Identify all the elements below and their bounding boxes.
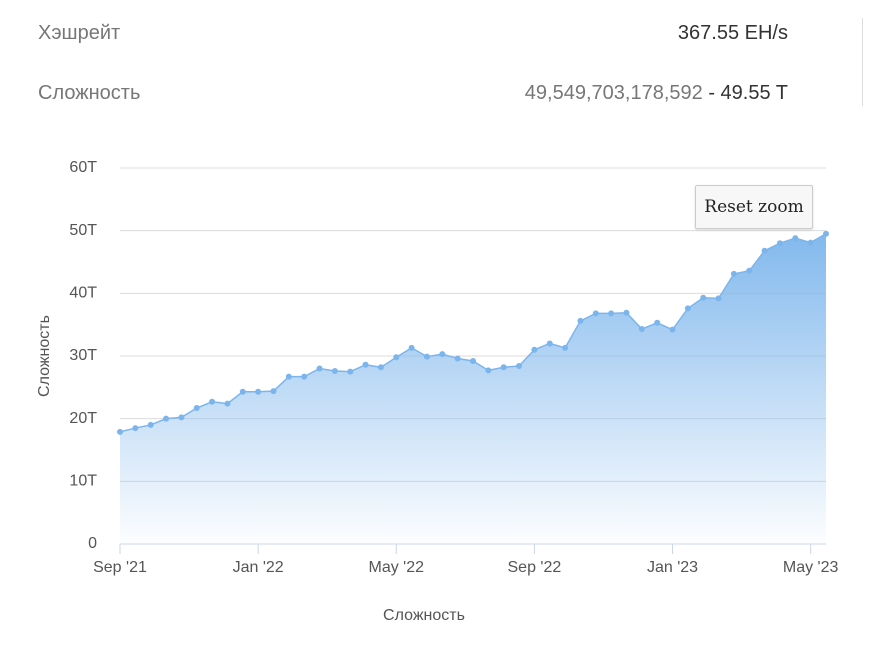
data-point <box>178 414 185 421</box>
stat-label: Сложность <box>38 82 141 104</box>
data-point <box>807 239 814 246</box>
stat-row: Сложность 49,549,703,178,592 - 49.55 T <box>38 82 788 105</box>
stat-value-wrap: 49,549,703,178,592 - 49.55 T <box>525 82 788 105</box>
data-point <box>516 363 523 370</box>
data-point <box>684 305 691 312</box>
stat-value: 367.55 EH/s <box>677 22 788 44</box>
data-point <box>485 367 492 374</box>
x-tick-label: Sep '22 <box>508 559 562 576</box>
data-point <box>347 368 354 375</box>
divider <box>862 18 863 106</box>
data-point <box>592 310 599 317</box>
data-point <box>608 310 615 317</box>
data-point <box>454 355 461 362</box>
data-point <box>470 358 476 365</box>
y-tick-label: 30T <box>69 347 97 364</box>
data-point <box>623 309 630 316</box>
data-point <box>776 240 783 247</box>
data-point <box>224 400 231 407</box>
data-point <box>193 405 200 412</box>
data-point <box>132 425 139 432</box>
y-tick-label: 20T <box>69 410 97 427</box>
x-axis-title: Сложность <box>383 607 465 624</box>
data-point <box>255 388 262 395</box>
data-point <box>239 388 246 395</box>
data-point <box>331 368 338 375</box>
data-point <box>285 373 292 380</box>
data-point <box>531 346 538 353</box>
data-point <box>700 294 707 301</box>
data-point <box>439 351 446 358</box>
data-point <box>823 230 829 237</box>
data-point <box>577 317 584 324</box>
data-point <box>209 398 216 405</box>
data-point <box>669 326 676 333</box>
data-point <box>500 364 507 371</box>
y-tick-label: 60T <box>69 159 97 176</box>
y-tick-label: 50T <box>69 222 97 239</box>
data-point <box>316 365 323 372</box>
data-point <box>163 415 170 422</box>
x-tick-label: May '22 <box>368 559 424 576</box>
data-point <box>746 267 753 274</box>
x-tick-label: Jan '22 <box>233 559 284 576</box>
y-tick-label: 40T <box>69 285 97 302</box>
x-tick-label: May '23 <box>783 559 839 576</box>
data-point <box>301 373 308 380</box>
y-axis-title: Сложность <box>36 315 53 397</box>
data-point <box>546 340 553 347</box>
area-fill <box>120 233 826 545</box>
data-point <box>362 361 369 368</box>
stat-label: Хэшрейт <box>38 22 121 44</box>
data-point <box>147 421 154 428</box>
data-point <box>792 235 799 242</box>
data-point <box>270 388 277 395</box>
data-point <box>393 354 400 361</box>
stat-suffix: - 49.55 T <box>708 82 788 104</box>
y-tick-label: 0 <box>88 535 97 552</box>
reset-zoom-button[interactable]: Reset zoom <box>695 185 813 229</box>
data-point <box>423 353 430 360</box>
data-point <box>117 428 123 435</box>
data-point <box>654 319 661 326</box>
x-tick-label: Jan '23 <box>647 559 698 576</box>
data-point <box>638 326 645 333</box>
stat-row: Хэшрейт 367.55 EH/s <box>38 22 788 45</box>
data-point <box>715 295 722 302</box>
data-point <box>761 247 768 254</box>
stat-value: 49,549,703,178,592 <box>524 82 703 104</box>
data-point <box>730 270 737 277</box>
data-point <box>377 364 384 371</box>
data-point <box>562 344 569 351</box>
x-tick-label: Sep '21 <box>93 559 147 576</box>
data-point <box>408 344 415 351</box>
y-tick-label: 10T <box>69 473 97 490</box>
